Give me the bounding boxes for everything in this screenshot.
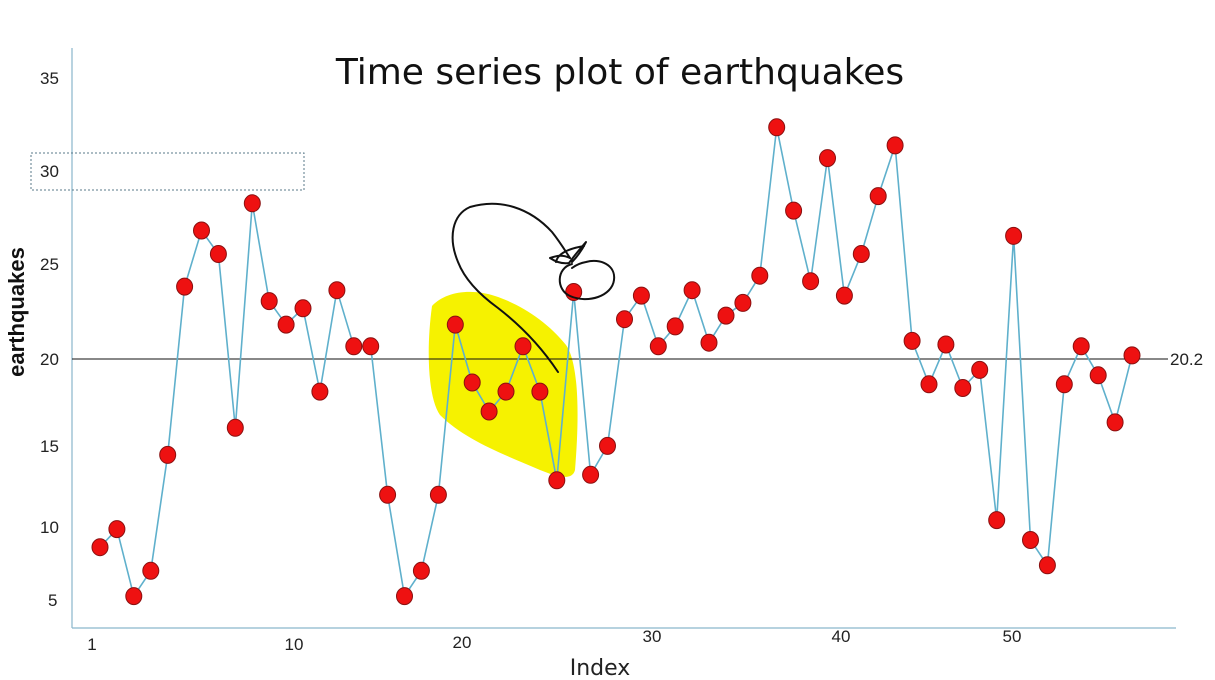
data-point [260,292,278,311]
data-point [852,245,870,263]
data-point [1106,413,1124,432]
data-point [108,520,126,539]
data-point [717,306,735,325]
data-point [125,587,143,606]
data-point [700,333,718,352]
data-point [954,379,972,397]
y-tick-label: 5 [48,591,57,610]
data-point [362,337,380,356]
x-tick-label: 30 [643,627,662,646]
data-point [666,317,684,336]
data-point [91,538,109,557]
data-point [616,310,633,329]
data-point [599,436,616,455]
y-tick-label: 25 [40,255,59,274]
selection-box [30,152,305,191]
data-point [294,299,312,318]
x-tick-label: 40 [832,627,851,646]
x-tick-labels: 1 10 20 30 40 50 [87,627,1021,654]
data-point [1089,366,1107,385]
reference-line-label: 20.2 [1170,350,1203,369]
y-tick-label: 20 [40,350,59,369]
data-point [514,337,532,356]
data-point [176,277,194,296]
data-point [328,281,346,300]
data-point [971,360,989,379]
y-tick-label: 30 [40,162,59,181]
data-point [193,221,210,240]
data-point [345,337,363,356]
y-tick-label: 15 [40,437,59,456]
data-point [396,587,413,606]
data-point [819,149,836,168]
data-point [1123,346,1141,365]
data-point [142,561,160,580]
data-point [531,382,549,401]
data-point [937,335,955,354]
data-point [497,382,515,401]
data-point [988,511,1006,530]
data-point [683,281,701,300]
chart-title: Time series plot of earthquakes [335,52,904,93]
ink-annotation [451,202,616,373]
data-point [903,331,921,350]
data-point [159,445,177,464]
data-point [802,272,820,291]
x-tick-label: 10 [285,635,304,654]
data-point [869,187,887,206]
data-point [582,465,600,484]
data-point [243,194,261,213]
data-point [1005,226,1023,245]
data-point [785,201,803,220]
data-point [886,136,904,155]
data-point [751,266,769,285]
data-point [463,373,481,392]
data-point [446,315,464,334]
data-point [1055,375,1073,394]
x-tick-label: 20 [453,633,472,652]
x-tick-label: 1 [87,635,96,654]
y-axis-label: earthquakes [4,247,29,377]
data-point [311,382,329,401]
data-point [429,485,447,504]
data-point [379,485,397,504]
data-point [1072,337,1090,356]
data-point [548,471,566,490]
data-points [91,118,1141,606]
data-point [632,286,650,305]
x-axis-label: Index [570,656,631,680]
data-point [649,337,667,356]
data-point [480,402,498,421]
data-point [209,245,227,263]
data-point [920,375,938,394]
y-tick-label: 10 [40,518,59,537]
data-point [412,561,430,580]
data-point [734,293,752,312]
y-tick-label: 35 [40,69,59,88]
data-point [1022,531,1039,549]
data-point [226,418,244,437]
x-tick-label: 50 [1003,627,1022,646]
y-tick-labels: 35 30 25 20 15 10 5 [40,69,59,610]
data-point [277,315,295,334]
data-point [768,118,786,137]
data-point [835,286,853,305]
data-point [1038,556,1056,575]
